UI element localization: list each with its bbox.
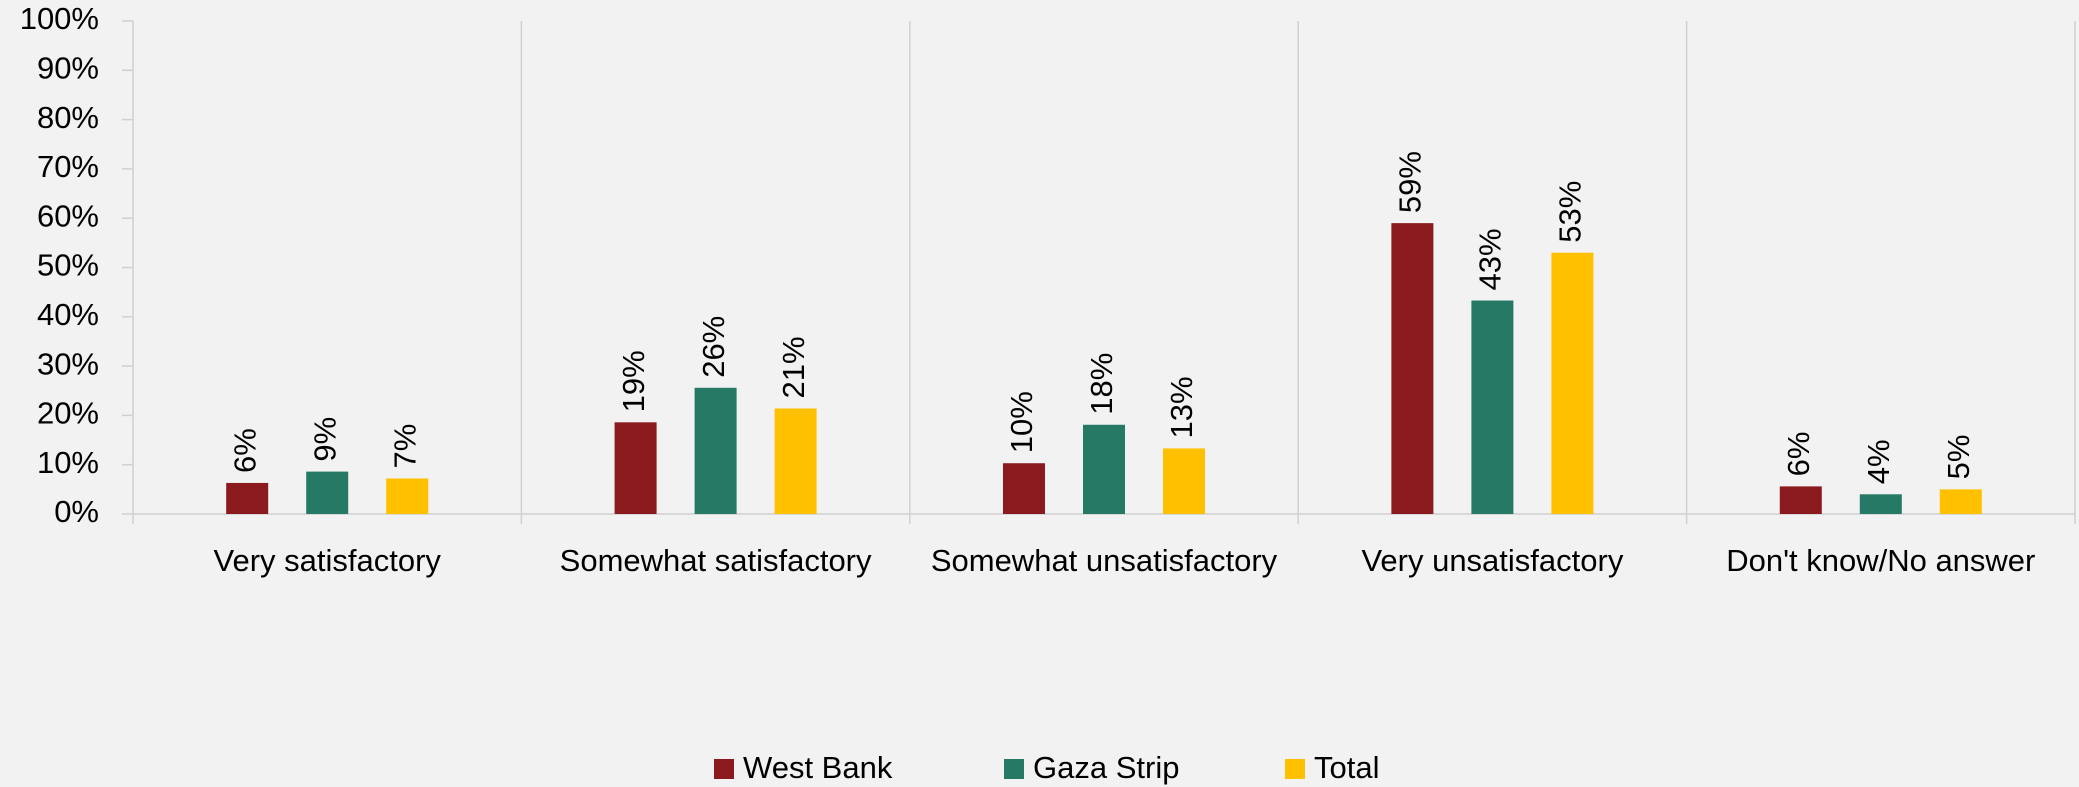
legend-swatch [1004,759,1024,779]
data-label: 9% [307,417,342,462]
data-label: 6% [227,428,262,473]
bar [306,471,349,514]
data-label: 10% [1004,391,1039,453]
bar [1551,252,1594,514]
bar [1002,463,1045,514]
bar [774,408,817,514]
y-tick-label: 70% [37,149,99,184]
data-label: 59% [1393,151,1428,213]
data-label: 26% [696,316,731,378]
data-label: 53% [1553,181,1588,243]
data-label: 6% [1781,432,1816,477]
legend-label: Gaza Strip [1033,750,1179,785]
bar [1163,448,1206,514]
bar [386,478,429,514]
bar [226,482,269,514]
legend-swatch [1285,759,1305,779]
y-tick-label: 90% [37,50,99,85]
data-label: 18% [1084,353,1119,415]
x-tick-label: Very satisfactory [213,543,441,578]
bar [1471,300,1514,514]
y-tick-label: 50% [37,248,99,283]
y-tick-label: 0% [54,494,99,529]
data-label: 19% [616,350,651,412]
y-tick-label: 40% [37,297,99,332]
y-tick-label: 10% [37,445,99,480]
y-tick-label: 30% [37,346,99,381]
data-label: 4% [1861,439,1896,484]
bar [1859,494,1902,514]
legend-swatch [714,759,734,779]
bar [1779,486,1822,514]
x-tick-label: Somewhat unsatisfactory [931,543,1278,578]
data-label: 7% [387,424,422,469]
y-tick-label: 80% [37,100,99,135]
y-tick-label: 20% [37,396,99,431]
bar [614,422,657,514]
x-tick-label: Somewhat satisfactory [560,543,872,578]
x-tick-label: Don't know/No answer [1726,543,2035,578]
x-tick-label: Very unsatisfactory [1361,543,1623,578]
bar [1391,223,1434,514]
data-label: 43% [1473,228,1508,290]
y-tick-label: 100% [20,1,99,36]
data-label: 21% [776,336,811,398]
legend-label: Total [1314,750,1379,785]
data-label: 5% [1941,435,1976,480]
y-tick-label: 60% [37,198,99,233]
bar [1083,424,1125,514]
bar [694,387,737,514]
bar [1939,489,1982,514]
legend-label: West Bank [743,750,893,785]
data-label: 13% [1164,376,1199,438]
